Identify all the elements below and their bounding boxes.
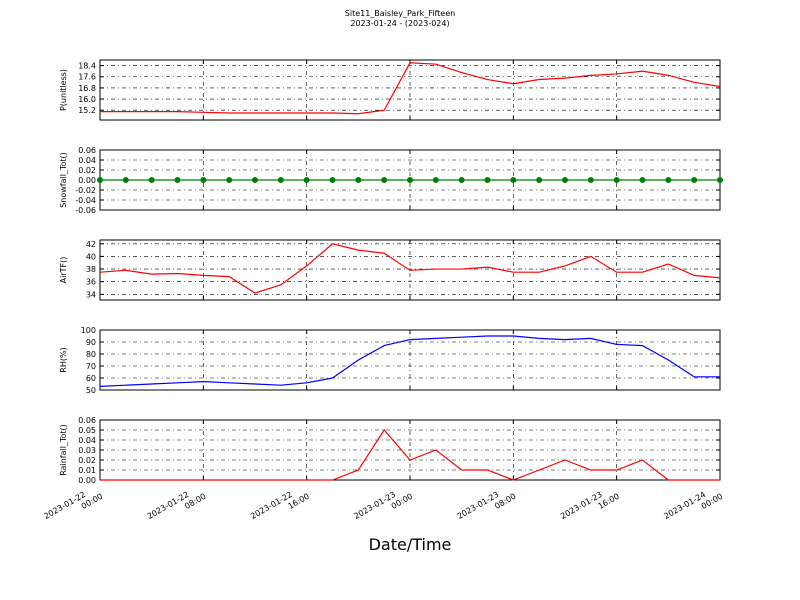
plot-frame <box>99 329 721 391</box>
data-line <box>99 243 721 294</box>
data-point <box>536 177 543 183</box>
plot-frame <box>99 419 721 481</box>
y-tick-label: 40 <box>86 252 96 261</box>
y-tick-label: 42 <box>86 240 96 249</box>
y-tick-label: 16.0 <box>78 95 96 104</box>
y-tick-label: 0.04 <box>78 436 96 445</box>
data-point <box>200 177 207 183</box>
data-line <box>99 335 720 387</box>
data-point <box>174 177 181 183</box>
y-tick-label: 0.03 <box>78 446 96 455</box>
data-line <box>100 429 720 481</box>
data-point <box>407 177 413 183</box>
data-point <box>329 177 336 183</box>
y-axis-label: AirTF() <box>59 257 68 284</box>
y-tick-label: 38 <box>86 265 96 274</box>
data-point <box>381 177 388 183</box>
y-tick-label: 60 <box>86 374 96 383</box>
y-tick-label: 36 <box>86 278 96 287</box>
y-tick-label: 0.00 <box>78 476 96 485</box>
data-point <box>587 177 594 183</box>
y-tick-label: 0.05 <box>78 426 96 435</box>
y-tick-label: -0.06 <box>75 206 96 215</box>
data-point <box>639 177 646 183</box>
data-point <box>432 177 439 183</box>
plot-frame <box>99 59 721 121</box>
data-point <box>277 177 284 183</box>
y-tick-label: 70 <box>86 362 96 371</box>
data-point <box>691 177 698 183</box>
y-tick-label: -0.02 <box>75 186 96 195</box>
data-point <box>303 177 310 183</box>
y-tick-label: 15.2 <box>78 106 96 115</box>
data-point <box>226 177 233 183</box>
plot-frame <box>99 239 721 301</box>
y-axis-label: RH(%) <box>59 347 68 372</box>
data-point <box>122 177 129 183</box>
y-tick-label: 34 <box>86 290 96 299</box>
y-tick-label: 0.01 <box>78 466 96 475</box>
data-point <box>510 177 517 183</box>
data-point <box>717 177 723 183</box>
chart-subtitle: 2023-01-24 - (2023-024) <box>350 19 449 28</box>
x-axis-label: Date/Time <box>369 535 452 554</box>
data-line <box>100 62 721 115</box>
y-tick-label: 0.04 <box>78 156 96 165</box>
y-tick-label: 16.8 <box>78 84 96 93</box>
data-point <box>562 177 568 183</box>
y-axis-label: Rainfall_Tot() <box>59 424 68 476</box>
y-tick-label: 0.06 <box>78 416 96 425</box>
y-tick-label: 0.02 <box>78 456 96 465</box>
data-point <box>252 177 258 183</box>
data-point <box>355 177 362 183</box>
y-tick-label: 80 <box>86 350 96 359</box>
data-point <box>458 177 465 183</box>
y-tick-label: 0.02 <box>78 166 96 175</box>
data-point <box>665 177 672 183</box>
data-point <box>97 177 103 183</box>
y-tick-label: 0.06 <box>78 146 96 155</box>
y-tick-label: 18.4 <box>78 62 96 71</box>
y-axis-label: Snowfall_Tot() <box>59 152 68 208</box>
y-tick-label: 90 <box>86 338 96 347</box>
y-tick-label: -0.04 <box>75 196 96 205</box>
y-axis-label: P(unitless) <box>59 69 68 111</box>
data-point <box>613 177 620 183</box>
data-point <box>484 177 491 183</box>
y-tick-label: 50 <box>86 386 96 395</box>
y-tick-label: 17.6 <box>78 73 96 82</box>
y-tick-label: 0.00 <box>78 176 96 185</box>
chart-title: Site11_Baisley_Park_Fifteen <box>345 9 455 18</box>
data-point <box>148 177 155 183</box>
y-tick-label: 100 <box>81 326 96 335</box>
